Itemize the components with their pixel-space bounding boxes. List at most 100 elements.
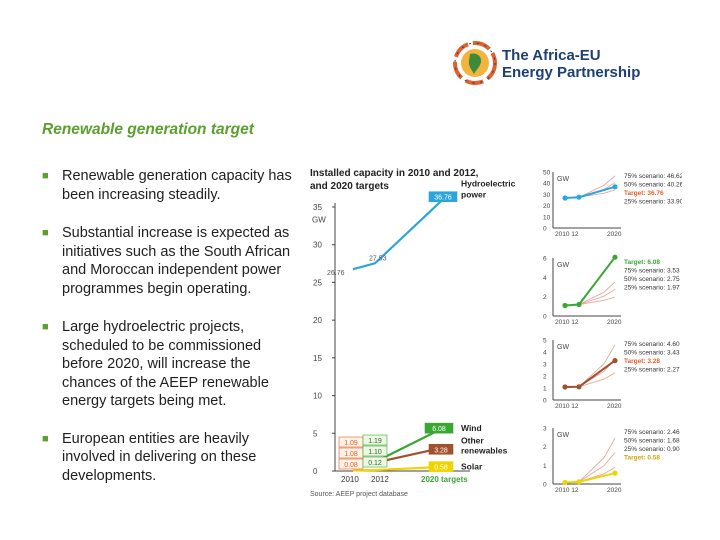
data-label: 0.12 — [368, 460, 382, 467]
scenario-label: 50% scenario: 1.68 — [624, 438, 680, 445]
panel-y-tick-label: 1 — [543, 463, 547, 470]
panel-y-unit-label: GW — [557, 432, 569, 439]
panel-x-tick-label: 2010 12 — [555, 231, 579, 238]
panel-data-point — [562, 479, 568, 486]
scenario-label: 25% scenario: 33.90 — [624, 199, 682, 206]
main-chart-title-line-2: and 2020 targets — [310, 181, 389, 192]
bullet-text: Renewable generation capacity has been i… — [62, 168, 292, 203]
scenario-label: 50% scenario: 40.26 — [624, 182, 682, 189]
scenario-label: 25% scenario: 0.90 — [624, 446, 680, 453]
main-y-tick-label: 35 — [313, 203, 322, 212]
scenario-label: 75% scenario: 3.53 — [624, 268, 680, 275]
data-label: 36.76 — [434, 195, 452, 202]
bullet-text: European entities are heavily involved i… — [62, 430, 257, 484]
data-label-box — [428, 461, 454, 472]
panel-y-tick-label: 0 — [543, 482, 547, 489]
logo-line-1: The Africa-EU — [502, 47, 601, 64]
data-label: 1.10 — [368, 449, 382, 456]
scenario-line — [578, 175, 616, 198]
series-label-hydro-line-1: Hydroelectric — [461, 179, 516, 189]
data-label-box — [362, 434, 388, 446]
panel-data-point — [576, 479, 582, 485]
scenario-label: Target: 0.58 — [624, 455, 660, 462]
series-label-other-line-2: renewables — [461, 445, 508, 455]
panel-series-line — [564, 256, 616, 307]
panel-y-tick-label: 6 — [543, 256, 547, 263]
series-line-hydroelectric-power — [352, 192, 450, 271]
main-y-tick-label: 15 — [313, 354, 322, 363]
scenario-label: 25% scenario: 1.97 — [624, 285, 680, 292]
bullet-item: ■ Renewable generation capacity has been … — [42, 167, 302, 204]
data-label: 0.08 — [344, 462, 358, 469]
scenario-line — [578, 452, 616, 483]
panel-data-point — [612, 254, 618, 260]
panel-x-tick-label: 2020 — [607, 487, 622, 494]
panel-y-tick-label: 3 — [543, 426, 547, 433]
scenario-line — [578, 372, 616, 388]
aeep-logo: The Africa-EU Energy Partnership — [452, 40, 640, 88]
data-label-box — [428, 191, 458, 203]
series-label-other-line-1: Other — [461, 435, 484, 445]
main-y-tick-label: 20 — [313, 316, 322, 325]
capacity-chart: Installed capacity in 2010 and 2012, and … — [310, 168, 682, 498]
panel-data-point — [562, 195, 568, 201]
panel-x-tick-label: 2010 12 — [555, 403, 579, 410]
panel-y-tick-label: 3 — [543, 362, 547, 369]
scenario-label: Target: 36.76 — [624, 190, 664, 197]
bullet-square-icon: ■ — [42, 227, 49, 239]
panel-data-point — [562, 302, 568, 309]
panel-y-tick-label: 4 — [543, 350, 547, 357]
panel-data-point — [612, 184, 618, 190]
scenario-line — [578, 296, 616, 305]
series-label-solar: Solar — [461, 462, 483, 472]
bullet-item: ■ Substantial increase is expected as ini… — [42, 224, 302, 298]
main-y-tick-label: 10 — [313, 392, 322, 401]
main-x-tick-label: 2020 targets — [421, 475, 468, 484]
main-x-tick-label: 2010 — [341, 475, 359, 484]
main-chart-title-line-1: Installed capacity in 2010 and 2012, — [310, 168, 479, 179]
panel-y-tick-label: 20 — [543, 203, 551, 210]
bullet-square-icon: ■ — [42, 432, 49, 445]
data-label: 1.19 — [368, 438, 382, 445]
data-label: 3.28 — [434, 447, 448, 454]
data-label-box — [362, 456, 388, 468]
scenario-line — [578, 281, 616, 305]
logo-line-2: Energy Partnership — [502, 64, 641, 81]
panel-y-tick-label: 2 — [543, 444, 547, 451]
panel-data-point — [562, 384, 568, 390]
scenario-line — [578, 437, 616, 483]
series-line-solar — [352, 465, 450, 472]
panel-data-point — [576, 384, 582, 390]
slide-title: Renewable generation target — [42, 121, 254, 138]
scenario-label: 50% scenario: 3.43 — [624, 350, 680, 357]
panel-y-tick-label: 0 — [543, 314, 547, 321]
panel-y-tick-label: 4 — [543, 275, 547, 282]
panel-y-tick-label: 30 — [543, 192, 551, 199]
panel-y-unit-label: GW — [557, 344, 569, 351]
data-label: 1.08 — [344, 451, 358, 458]
source-note: Source: AEEP project database — [310, 491, 408, 498]
main-y-tick-label: 5 — [313, 429, 318, 438]
panel-data-point — [612, 470, 618, 476]
bullet-square-icon: ■ — [42, 170, 49, 182]
scenario-label: 75% scenario: 4.60 — [624, 341, 680, 348]
series-label-hydro-line-2: power — [461, 190, 487, 200]
scenario-line — [578, 289, 616, 305]
scenario-label: 50% scenario: 2.75 — [624, 276, 680, 283]
panel-y-tick-label: 1 — [543, 386, 547, 393]
data-label-box — [428, 443, 454, 455]
panel-data-point — [576, 301, 582, 308]
panel-y-tick-label: 2 — [543, 294, 547, 301]
scenario-label: 75% scenario: 46.62 — [624, 173, 682, 180]
scenario-label: Target: 6.08 — [624, 259, 660, 266]
panel-data-point — [612, 358, 618, 364]
data-label: 0.58 — [434, 465, 448, 472]
data-label: 26.76 — [327, 270, 345, 277]
panel-y-unit-label: GW — [557, 262, 569, 269]
panel-x-tick-label: 2010 12 — [555, 487, 579, 494]
panel-data-point — [576, 194, 582, 200]
scenario-label: 25% scenario: 2.27 — [624, 367, 680, 374]
panel-x-tick-label: 2020 — [607, 403, 622, 410]
data-label-box — [424, 422, 454, 434]
bullet-item: ■ European entities are heavily involved … — [42, 430, 302, 486]
